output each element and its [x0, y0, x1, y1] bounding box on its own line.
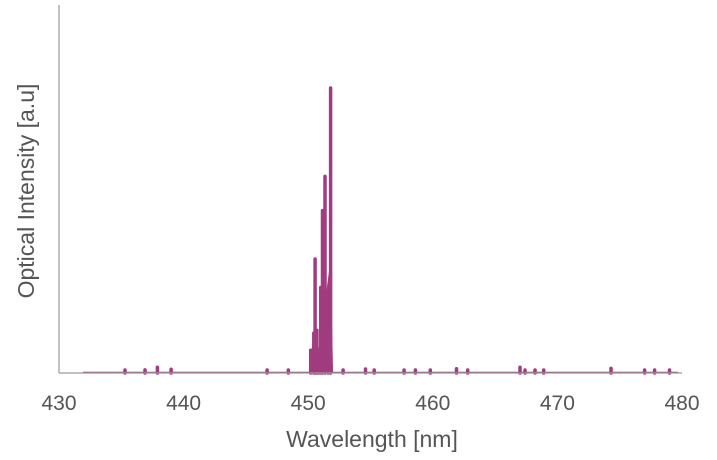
y-axis-title: Optical Intensity [a.u] — [13, 84, 39, 299]
x-tick-label: 460 — [415, 392, 450, 415]
x-tick-labels: 430 440 450 460 470 480 — [41, 392, 699, 415]
x-tick-label: 440 — [166, 392, 201, 415]
x-tick-label: 470 — [540, 392, 575, 415]
x-axis-title: Wavelength [nm] — [286, 426, 458, 452]
plot-marks — [83, 86, 678, 375]
x-tick-label: 480 — [664, 392, 699, 415]
x-tick-label: 430 — [41, 392, 76, 415]
x-tick-label: 450 — [291, 392, 326, 415]
